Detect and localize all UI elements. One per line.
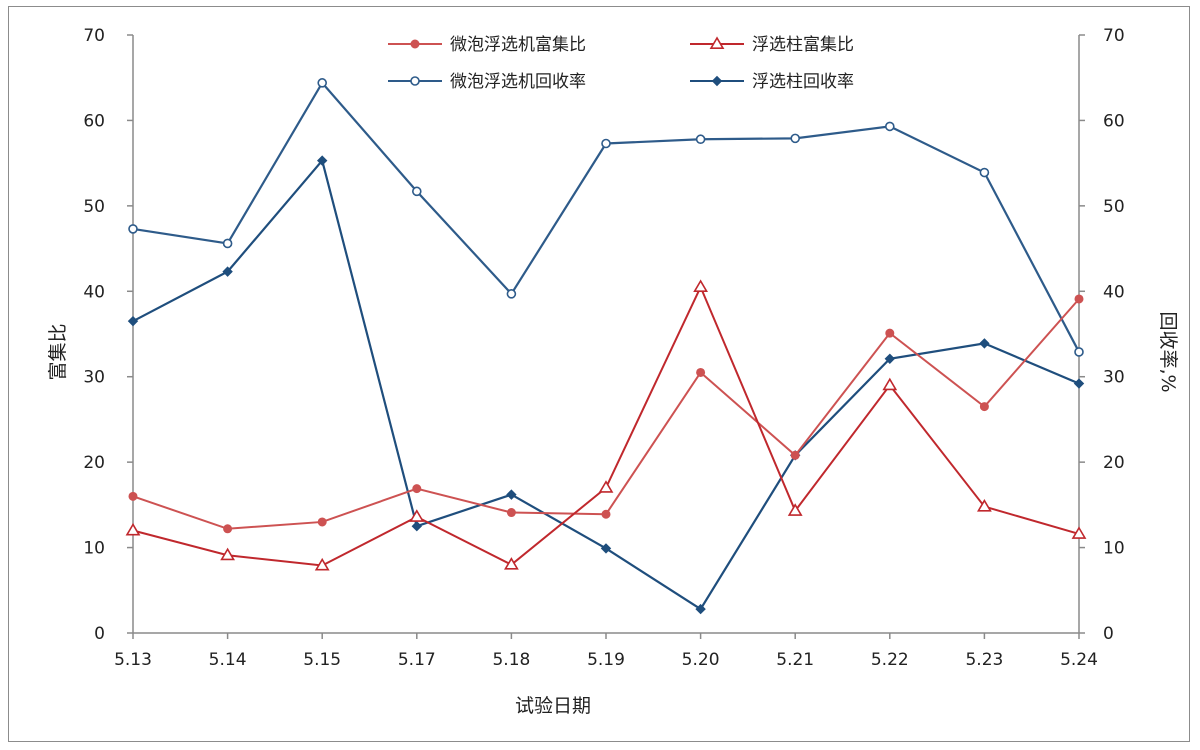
data-point — [223, 524, 233, 534]
legend-marker — [711, 75, 723, 87]
data-point — [506, 508, 516, 518]
data-point — [885, 328, 895, 338]
data-point — [504, 557, 519, 570]
right-y-axis-title: 回收率,% — [1157, 311, 1179, 392]
data-point — [598, 480, 614, 493]
data-point — [128, 224, 138, 234]
left-y-axis-title: 富集比 — [47, 323, 69, 380]
series-2 — [128, 78, 1084, 357]
right-y-tick-label: 50 — [1103, 197, 1125, 217]
data-point — [316, 155, 328, 166]
legend-marker — [410, 39, 420, 49]
data-point — [979, 402, 989, 412]
right-y-tick-label: 20 — [1103, 453, 1125, 473]
right-y-tick-label: 10 — [1103, 539, 1125, 559]
legend-entry-1: 浮选柱富集比 — [690, 35, 854, 55]
x-tick-label: 5.15 — [303, 650, 341, 670]
data-point — [411, 186, 422, 197]
data-point — [696, 367, 706, 377]
chart-frame — [8, 6, 1190, 742]
data-point — [411, 521, 423, 532]
data-point — [220, 547, 235, 561]
series-0 — [128, 294, 1084, 534]
left-y-tick-label: 10 — [83, 539, 105, 559]
left-y-tick-label: 30 — [83, 368, 105, 388]
right-y-tick-label: 0 — [1103, 624, 1114, 644]
legend-label: 微泡浮选机富集比 — [450, 35, 586, 55]
data-point — [695, 603, 706, 615]
data-point — [506, 489, 517, 500]
data-point — [693, 279, 708, 293]
x-tick-label: 5.18 — [492, 650, 530, 670]
series-1 — [125, 279, 1087, 571]
legend-entry-2: 微泡浮选机回收率 — [388, 72, 586, 92]
data-point — [127, 315, 139, 327]
data-point — [128, 491, 138, 501]
x-tick-label: 5.23 — [965, 650, 1003, 670]
x-tick-label: 5.24 — [1060, 650, 1098, 670]
series-line-3 — [132, 158, 1080, 611]
x-tick-label: 5.13 — [114, 650, 152, 670]
data-point — [317, 78, 328, 88]
right-y-tick-label: 30 — [1103, 368, 1125, 388]
legend-label: 浮选柱富集比 — [752, 35, 854, 55]
data-point — [790, 450, 800, 460]
x-axis-title: 试验日期 — [515, 695, 591, 717]
data-point — [409, 509, 425, 522]
x-tick-label: 5.14 — [209, 650, 247, 670]
legend-marker — [709, 36, 725, 50]
series-layer — [125, 78, 1087, 615]
data-point — [1074, 347, 1084, 357]
data-point — [412, 484, 422, 494]
x-tick-label: 5.21 — [776, 650, 814, 670]
data-point — [787, 503, 803, 516]
data-point — [506, 289, 517, 299]
left-y-tick-label: 60 — [83, 111, 105, 131]
data-point — [695, 134, 706, 145]
data-point — [790, 133, 801, 144]
data-point — [600, 543, 612, 554]
x-tick-label: 5.20 — [682, 650, 720, 670]
right-y-tick-label: 70 — [1103, 26, 1125, 46]
legend-marker — [410, 76, 420, 86]
left-y-tick-label: 0 — [94, 624, 105, 644]
legend-label: 微泡浮选机回收率 — [450, 72, 586, 92]
left-y-tick-label: 40 — [83, 282, 105, 302]
legend-label: 浮选柱回收率 — [752, 72, 854, 92]
data-point — [1074, 294, 1084, 304]
data-point — [222, 266, 233, 277]
data-point — [882, 377, 898, 391]
data-point — [884, 353, 896, 364]
series-line-1 — [132, 284, 1080, 567]
left-y-tick-label: 50 — [83, 197, 105, 217]
data-point — [601, 138, 611, 149]
axes: 0 0 10 10 20 20 30 30 40 40 50 50 60 60 70 70 5.13 5.14 5.… — [83, 26, 1124, 670]
data-point — [125, 522, 141, 536]
data-point — [317, 517, 327, 527]
data-point — [979, 167, 990, 178]
data-point — [1071, 526, 1087, 539]
left-y-tick-label: 20 — [83, 453, 105, 473]
x-tick-label: 5.22 — [871, 650, 909, 670]
data-point — [222, 238, 233, 249]
legend-entry-3: 浮选柱回收率 — [690, 72, 854, 92]
data-point — [977, 498, 992, 512]
data-point — [601, 509, 611, 519]
x-tick-label: 5.19 — [587, 650, 625, 670]
right-y-tick-label: 60 — [1103, 111, 1125, 131]
series-line-0 — [132, 298, 1080, 530]
data-point — [979, 338, 990, 349]
right-y-tick-label: 40 — [1103, 282, 1125, 302]
series-3 — [127, 155, 1085, 615]
data-point — [1073, 378, 1085, 389]
data-point — [314, 557, 330, 571]
left-y-tick-label: 70 — [83, 26, 105, 46]
x-tick-label: 5.17 — [398, 650, 436, 670]
data-point — [884, 121, 895, 132]
legend-entry-0: 微泡浮选机富集比 — [388, 35, 586, 55]
